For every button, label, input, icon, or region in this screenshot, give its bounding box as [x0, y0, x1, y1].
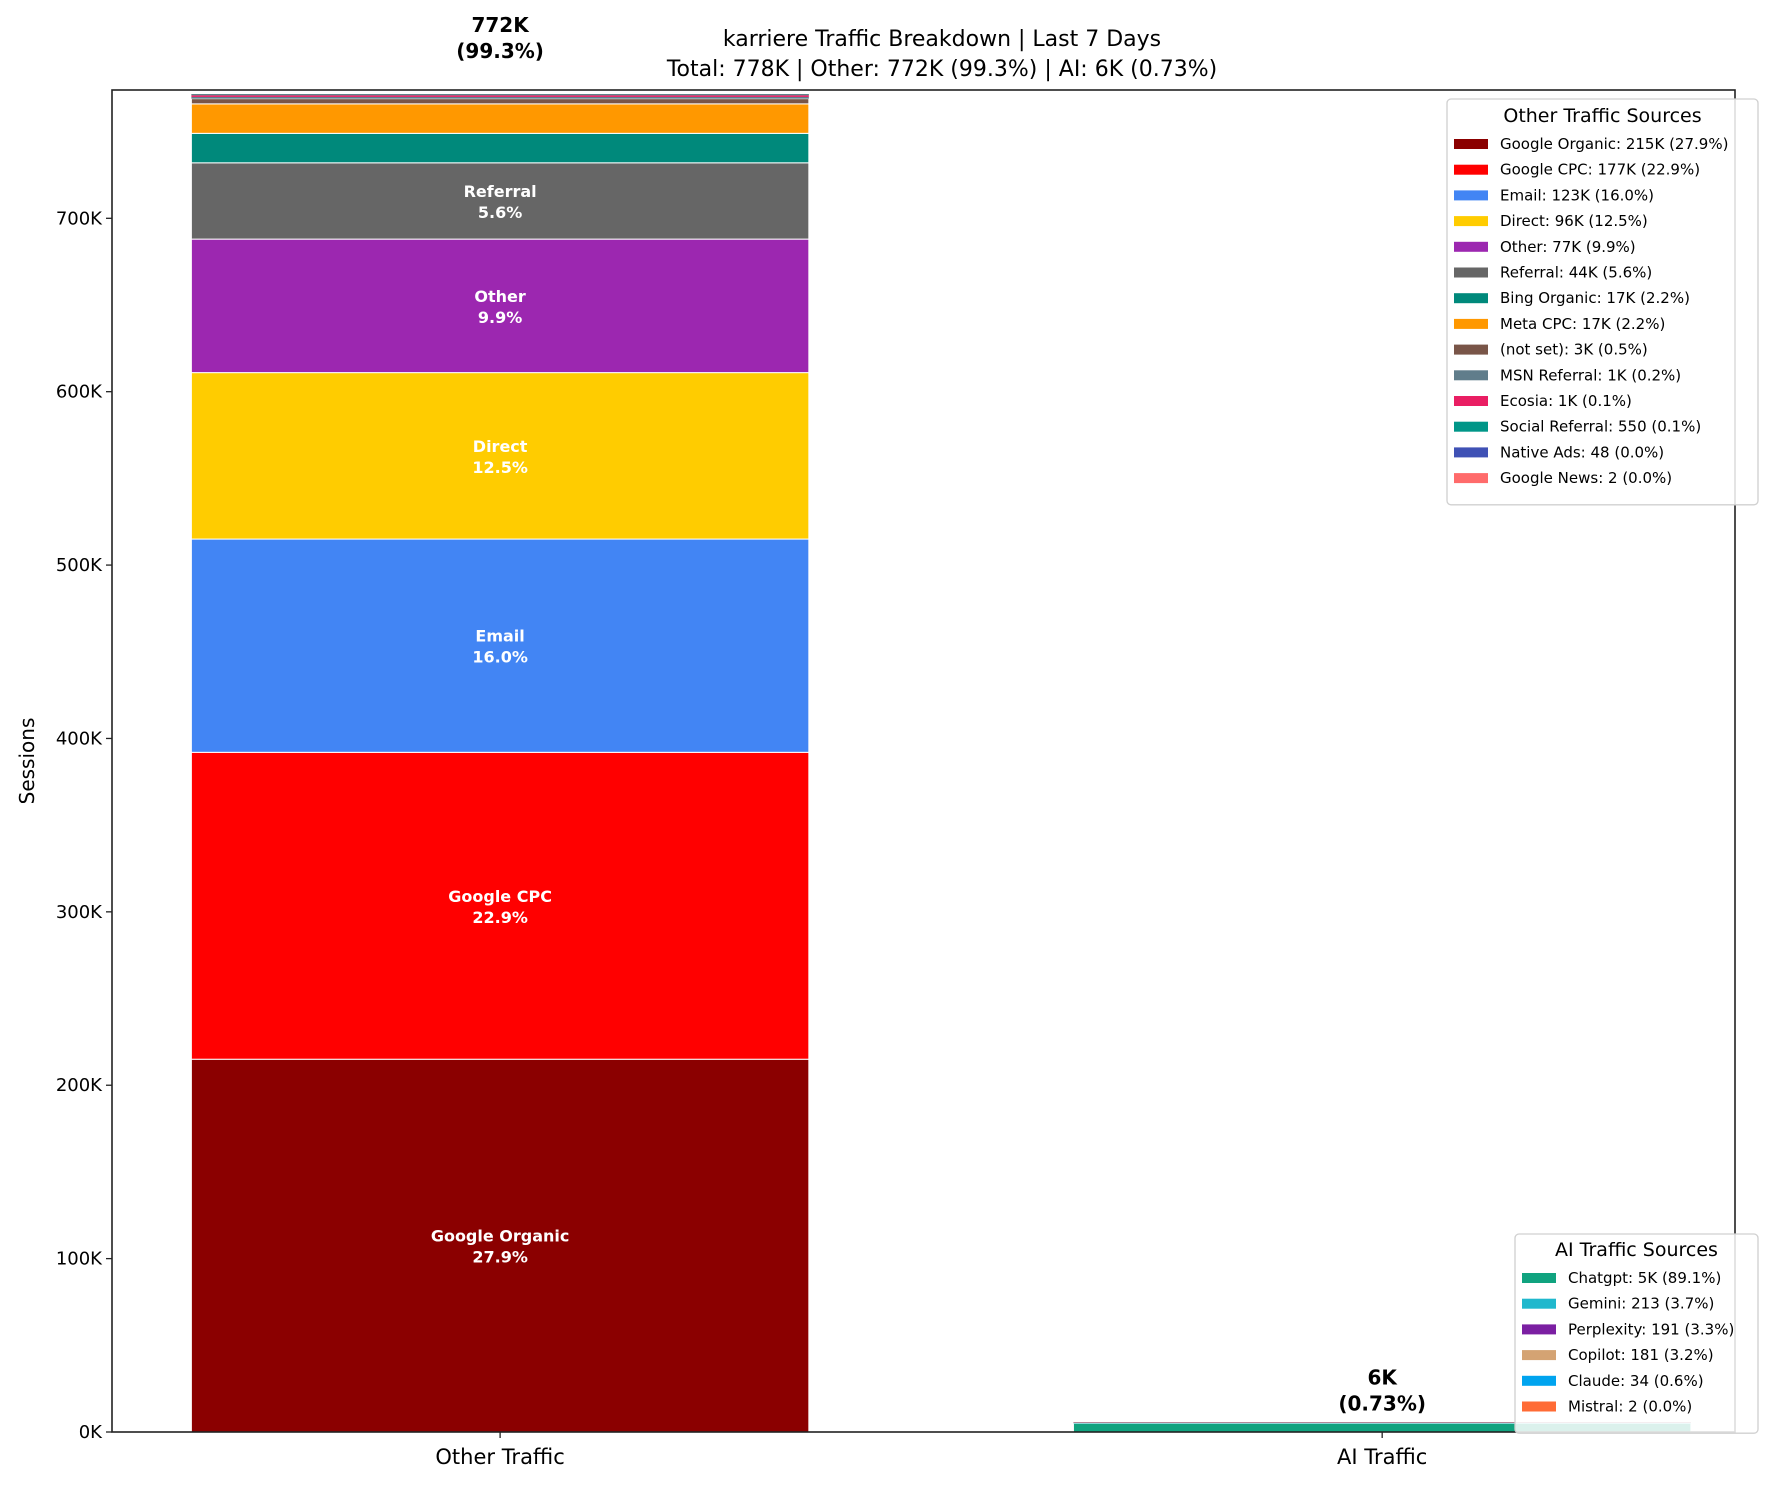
segment-pct-label: 16.0%: [472, 648, 528, 667]
bar-segment-meta-cpc: [190, 103, 810, 134]
y-tick-label: 200K: [56, 1075, 103, 1096]
legend-entry: Claude: 34 (0.6%): [1568, 1372, 1704, 1390]
legend-swatch: [1454, 139, 1488, 149]
legend-swatch: [1454, 164, 1488, 175]
bar-segment-email: [190, 538, 810, 753]
y-tick-label: 0K: [79, 1422, 103, 1443]
bar-total-pct: (0.73%): [1338, 1391, 1426, 1415]
bar-segment--not-set-: [190, 98, 810, 105]
legend-swatch: [1454, 190, 1488, 201]
segment-label: Google CPC: [448, 887, 552, 906]
legend-swatch: [1522, 1273, 1556, 1283]
y-tick-label: 600K: [56, 382, 103, 403]
legend-swatch: [1454, 293, 1488, 304]
legend-swatch: [1454, 267, 1488, 278]
y-tick-label: 500K: [56, 555, 103, 576]
legend-swatch: [1454, 318, 1488, 329]
bar-segment-msn-referral: [191, 96, 809, 99]
segment-pct-label: 22.9%: [472, 908, 528, 927]
chart-subtitle: Total: 778K | Other: 772K (99.3%) | AI: …: [666, 57, 1217, 82]
legend-entry: Google CPC: 177K (22.9%): [1500, 161, 1700, 179]
legend-swatch: [1522, 1298, 1556, 1309]
legend-swatch: [1454, 344, 1488, 355]
legend-entry: MSN Referral: 1K (0.2%): [1500, 366, 1681, 384]
legend-entry: Native Ads: 48 (0.0%): [1500, 443, 1664, 461]
legend-box: [1514, 1233, 1759, 1434]
legend-entry: Other: 77K (9.9%): [1500, 238, 1636, 256]
legend-entry: Referral: 44K (5.6%): [1500, 264, 1652, 282]
bar-segment-ecosia: [191, 95, 809, 97]
legend-swatch: [1454, 396, 1488, 406]
plot-frame: [111, 89, 1736, 1433]
bar-total-value: 6K: [1367, 1365, 1398, 1389]
bar-segment-google-cpc: [190, 751, 810, 1060]
chart-title: karriere Traffic Breakdown | Last 7 Days: [723, 27, 1161, 52]
axes-layer: 0K 100K 200K 300K 400K 500K 600K 700K Other Traf…: [56, 89, 1736, 1469]
legend-swatch: [1522, 1401, 1556, 1412]
bars-layer: Google Organic 27.9% Google CPC 22.9% Email 1…: [190, 13, 1692, 1433]
legend-entry: Bing Organic: 17K (2.2%): [1500, 289, 1690, 307]
legend-title: Other Traffic Sources: [1503, 105, 1701, 127]
legend-swatch: [1522, 1350, 1556, 1361]
legends-layer: Other Traffic Sources Google Organic: 215…: [1446, 98, 1759, 1434]
bar-segment-social-referral: [191, 94, 809, 96]
legend-swatch: [1454, 370, 1488, 381]
legend-entry: Perplexity: 191 (3.3%): [1568, 1320, 1734, 1338]
segment-label: Email: [475, 627, 524, 646]
legend-swatch: [1522, 1324, 1556, 1335]
legend-entry: Google News: 2 (0.0%): [1500, 469, 1672, 487]
legend-ai-traffic: AI Traffic Sources Chatgpt: 5K (89.1%) Gem…: [1514, 1233, 1759, 1434]
bar-segment-referral: [190, 162, 810, 240]
bar-segment-google-organic: [190, 1058, 810, 1433]
legend-box: [1446, 98, 1759, 506]
segment-pct-label: 5.6%: [478, 203, 522, 222]
legend-swatch: [1454, 473, 1488, 484]
y-tick-label: 100K: [56, 1249, 103, 1270]
legend-swatch: [1522, 1375, 1556, 1386]
legend-entry: Copilot: 181 (3.2%): [1568, 1346, 1714, 1364]
legend-swatch: [1454, 241, 1488, 252]
segment-label: Other: [474, 287, 525, 306]
segment-label: Referral: [464, 182, 537, 201]
y-axis-label: Sessions: [15, 718, 39, 805]
bar-segment-other: [190, 238, 810, 374]
legend-entry: (not set): 3K (0.5%): [1500, 341, 1648, 359]
x-tick-label: Other Traffic: [435, 1445, 564, 1469]
legend-other-traffic: Other Traffic Sources Google Organic: 215…: [1446, 98, 1759, 506]
bar-segment-direct: [190, 372, 810, 540]
segment-label: Google Organic: [431, 1227, 570, 1246]
legend-entry: Google Organic: 215K (27.9%): [1500, 135, 1728, 153]
legend-entry: Mistral: 2 (0.0%): [1568, 1398, 1692, 1416]
y-tick-label: 400K: [56, 728, 103, 749]
segment-pct-label: 12.5%: [472, 458, 528, 477]
legend-entry: Email: 123K (16.0%): [1500, 186, 1654, 204]
bar-segment-bing-organic: [190, 132, 810, 164]
segment-pct-label: 9.9%: [478, 308, 522, 327]
legend-swatch: [1454, 421, 1488, 432]
legend-entry: Ecosia: 1K (0.1%): [1500, 392, 1632, 410]
legend-entry: Social Referral: 550 (0.1%): [1500, 418, 1701, 436]
legend-entry: Gemini: 213 (3.7%): [1568, 1295, 1714, 1313]
legend-entry: Meta CPC: 17K (2.2%): [1500, 315, 1665, 333]
segment-label: Direct: [473, 437, 528, 456]
segment-pct-label: 27.9%: [472, 1248, 528, 1267]
bar-total-pct: (99.3%): [456, 39, 544, 63]
legend-entry: Chatgpt: 5K (89.1%): [1568, 1269, 1721, 1287]
y-tick-label: 300K: [56, 902, 103, 923]
legend-swatch: [1454, 447, 1488, 458]
bar-total-value: 772K: [471, 13, 530, 37]
y-tick-label: 700K: [56, 208, 103, 229]
legend-entry: Direct: 96K (12.5%): [1500, 212, 1648, 230]
legend-swatch: [1454, 216, 1488, 227]
legend-title: AI Traffic Sources: [1555, 1239, 1718, 1261]
x-tick-label: AI Traffic: [1337, 1445, 1427, 1469]
